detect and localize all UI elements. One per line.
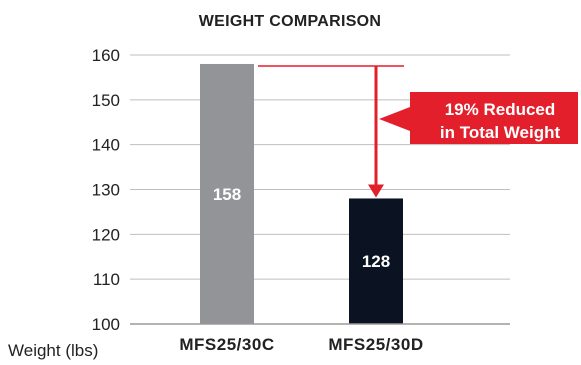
- data-labels: 158 128: [213, 185, 390, 271]
- reduction-annotation: 19% Reduced in Total Weight: [258, 65, 578, 198]
- callout-text-line-1: 19% Reduced: [445, 100, 556, 119]
- y-tick-label: 140: [92, 136, 120, 155]
- x-category-label: MFS25/30D: [328, 335, 423, 354]
- bars: [200, 63, 403, 324]
- y-tick-label: 160: [92, 46, 120, 65]
- x-axis-categories: MFS25/30C MFS25/30D: [179, 335, 423, 354]
- gridlines: [130, 54, 510, 280]
- y-tick-label: 100: [92, 315, 120, 334]
- y-tick-label: 130: [92, 181, 120, 200]
- x-category-label: MFS25/30C: [179, 335, 274, 354]
- callout-box: [379, 92, 578, 144]
- callout-text-line-2: in Total Weight: [440, 123, 561, 142]
- y-tick-label: 150: [92, 91, 120, 110]
- arrow-head: [368, 184, 384, 198]
- y-tick-label: 110: [93, 270, 120, 289]
- bar-value-label: 158: [213, 185, 241, 204]
- y-axis-ticks: 100 110 120 130 140 150 160: [92, 46, 120, 334]
- bar-mfs25-30d: [349, 198, 403, 324]
- y-tick-label: 120: [92, 225, 120, 244]
- chart-title: WEIGHT COMPARISON: [199, 13, 382, 30]
- bar-mfs25-30c: [200, 63, 254, 324]
- y-axis-label: Weight (lbs): [8, 341, 98, 360]
- bar-value-label: 128: [362, 252, 390, 271]
